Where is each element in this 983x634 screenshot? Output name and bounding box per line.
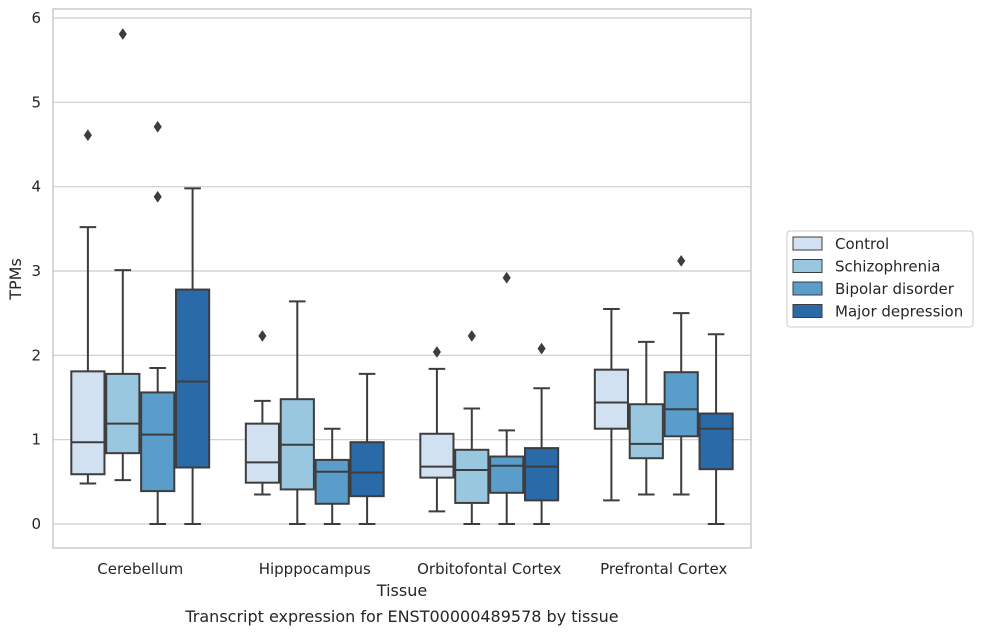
- legend-item-3: Major depression: [792, 303, 963, 321]
- box-2-3: [663, 254, 699, 496]
- box-iqr: [70, 370, 106, 476]
- x-tick-labels: Cerebellum Hipppocampus Orbitofontal Corte…: [97, 560, 727, 578]
- box-1-2: [454, 329, 490, 525]
- box-3-3: [698, 333, 734, 525]
- box-2-0: [140, 120, 176, 525]
- legend-item-1: Schizophrenia: [792, 258, 940, 276]
- y-tick-label-6: 6: [31, 9, 41, 27]
- series-0: [70, 129, 629, 513]
- legend-frame: [786, 230, 974, 328]
- legend-label: Bipolar disorder: [835, 280, 955, 298]
- box-0-0: [70, 129, 106, 485]
- box-iqr: [698, 412, 734, 471]
- box-3-1: [349, 372, 385, 525]
- legend-swatch: [792, 259, 823, 273]
- outlier-point-0: [153, 120, 162, 133]
- legend-item-0: Control: [792, 235, 889, 253]
- x-tick-label-2: Orbitofontal Cortex: [417, 560, 561, 578]
- series-3: [175, 187, 734, 525]
- legend-swatch: [792, 304, 823, 318]
- outlier-point-0: [467, 329, 476, 342]
- legend-swatch: [792, 281, 823, 296]
- y-tick-label-4: 4: [31, 178, 41, 196]
- box-1-1: [279, 300, 315, 525]
- outlier-point-0: [432, 346, 442, 358]
- chart-caption: Transcript expression for ENST0000048957…: [184, 607, 618, 626]
- legend-label: Schizophrenia: [835, 258, 940, 276]
- box-0-3: [593, 307, 629, 502]
- box-3-0: [175, 187, 211, 525]
- box-iqr: [489, 455, 525, 494]
- box-iqr: [175, 288, 211, 469]
- y-tick-label-2: 2: [31, 346, 41, 364]
- outlier-point-0: [83, 129, 93, 142]
- x-tick-label-1: Hipppocampus: [259, 560, 371, 578]
- box-1-3: [628, 340, 664, 496]
- y-tick-label-3: 3: [31, 262, 41, 280]
- box-3-2: [524, 342, 560, 525]
- box-iqr: [628, 403, 664, 460]
- legend-label: Control: [835, 235, 889, 253]
- outlier-point-0: [502, 271, 511, 284]
- box-1-0: [105, 28, 141, 482]
- series-2: [140, 120, 699, 525]
- y-axis-title: TPMs: [6, 258, 25, 301]
- outlier-point-0: [258, 329, 267, 342]
- outlier-point-0: [677, 254, 686, 267]
- y-tick-label-0: 0: [31, 515, 41, 533]
- legend-label: Major depression: [835, 303, 963, 321]
- outlier-point-0: [118, 28, 127, 40]
- box-iqr: [105, 372, 141, 455]
- box-iqr: [524, 447, 560, 502]
- outlier-point-0: [537, 342, 546, 355]
- legend-swatch: [792, 236, 823, 251]
- box-2-2: [489, 271, 525, 525]
- x-tick-label-0: Cerebellum: [97, 560, 183, 578]
- x-tick-label-3: Prefrontal Cortex: [600, 560, 727, 578]
- y-tick-labels: 0 1 2 3 4 5 6: [31, 9, 41, 533]
- box-iqr: [244, 422, 280, 484]
- box-iqr: [663, 371, 699, 438]
- y-tick-label-5: 5: [31, 93, 41, 111]
- box-iqr: [593, 368, 629, 430]
- plot-frame: [52, 8, 752, 549]
- box-iqr: [140, 391, 176, 493]
- boxes: [70, 28, 734, 525]
- y-tick-label-1: 1: [31, 431, 41, 449]
- box-2-1: [314, 427, 350, 525]
- box-0-1: [244, 329, 280, 496]
- legend-item-2: Bipolar disorder: [792, 280, 955, 298]
- box-iqr: [454, 448, 490, 504]
- box-iqr: [349, 441, 385, 498]
- outlier-point-1: [153, 190, 162, 203]
- box-iqr: [419, 432, 455, 479]
- legend: Control Schizophrenia Bipolar disorder Majo…: [786, 230, 974, 328]
- x-axis-title: Tissue: [376, 581, 427, 600]
- box-iqr: [314, 458, 350, 505]
- box-0-2: [419, 346, 455, 513]
- series-1: [105, 28, 664, 525]
